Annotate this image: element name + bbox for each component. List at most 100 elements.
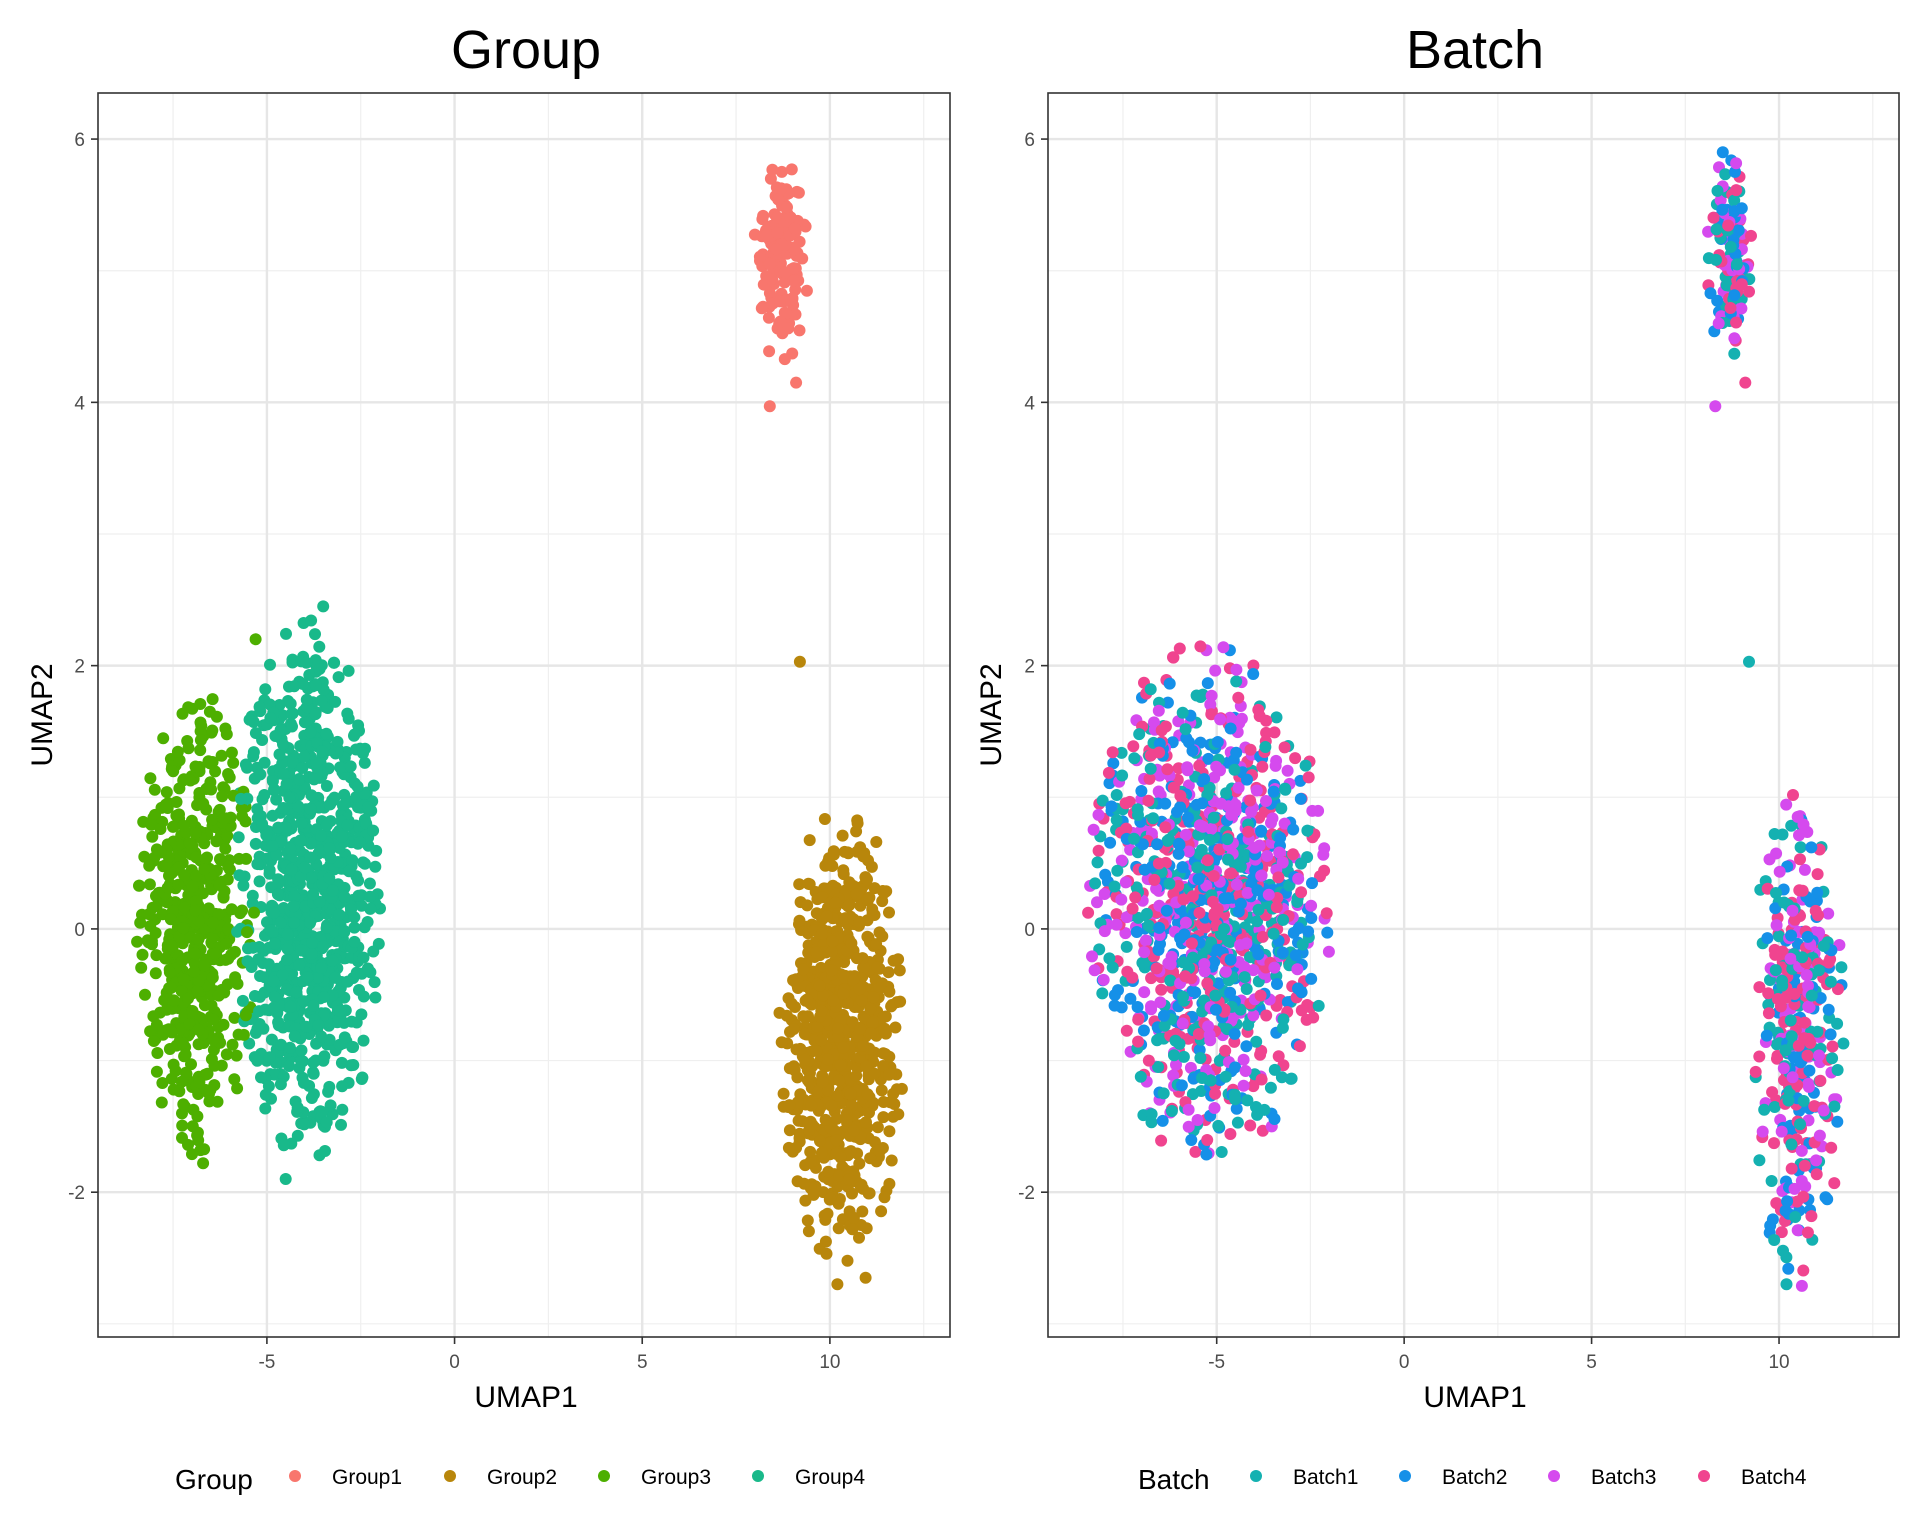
- data-point: [1150, 882, 1163, 895]
- data-point: [1789, 1211, 1802, 1223]
- data-point: [1133, 728, 1146, 741]
- data-point: [1794, 841, 1807, 854]
- data-point: [766, 163, 779, 176]
- data-point: [258, 756, 271, 769]
- data-point: [1287, 926, 1300, 939]
- data-point: [1797, 1264, 1810, 1277]
- data-point: [169, 1064, 182, 1077]
- data-point: [286, 656, 299, 669]
- data-point: [1255, 1073, 1268, 1086]
- data-point: [352, 874, 365, 887]
- data-point: [831, 1089, 844, 1102]
- data-point: [1203, 781, 1216, 794]
- data-point: [1256, 760, 1269, 773]
- data-point: [332, 671, 345, 684]
- data-point: [367, 945, 380, 958]
- data-point: [1143, 772, 1156, 785]
- data-point: [207, 1013, 220, 1026]
- data-point: [1232, 691, 1245, 704]
- data-point: [352, 889, 365, 902]
- data-point: [286, 720, 298, 733]
- data-point: [1780, 1278, 1793, 1291]
- data-point: [1115, 854, 1128, 867]
- data-point: [231, 925, 244, 938]
- x-tick-label: -5: [1208, 1352, 1225, 1373]
- plot-area: -5 0 5 10 -2 0 2 4 6: [1018, 92, 1900, 1373]
- data-point: [1302, 925, 1315, 938]
- data-point: [239, 1009, 252, 1022]
- data-point: [1813, 926, 1826, 939]
- data-point: [308, 773, 321, 786]
- data-point: [1120, 1024, 1133, 1037]
- data-point: [324, 1099, 337, 1112]
- data-point: [1110, 918, 1123, 931]
- data-point: [146, 830, 159, 843]
- data-point: [176, 1119, 189, 1132]
- data-point: [1276, 946, 1289, 959]
- data-point: [316, 745, 329, 758]
- data-point: [1292, 982, 1304, 995]
- data-point: [194, 744, 207, 757]
- data-point: [1710, 253, 1722, 266]
- data-point: [1164, 974, 1177, 987]
- data-point: [167, 1083, 180, 1096]
- data-point: [875, 1084, 888, 1097]
- data-point: [866, 1016, 879, 1029]
- data-point: [1119, 797, 1132, 810]
- data-point: [197, 797, 210, 810]
- panel-title: Group: [451, 20, 601, 80]
- data-point: [1159, 797, 1172, 810]
- legend-label: Group4: [795, 1466, 865, 1489]
- data-point: [361, 916, 374, 928]
- data-point: [1707, 211, 1720, 224]
- data-point: [793, 324, 806, 337]
- data-point: [189, 827, 202, 840]
- data-point: [171, 745, 184, 758]
- data-point: [295, 944, 308, 957]
- data-point: [1785, 929, 1798, 942]
- data-point: [883, 1068, 895, 1081]
- data-point: [822, 1053, 834, 1066]
- data-point: [1136, 838, 1149, 851]
- data-point: [1770, 887, 1782, 899]
- data-point: [1182, 845, 1195, 858]
- data-point: [133, 879, 146, 892]
- data-point: [1766, 1086, 1779, 1099]
- data-point: [860, 1116, 872, 1129]
- data-point: [305, 1092, 318, 1104]
- data-point: [220, 1048, 233, 1061]
- data-point: [306, 936, 319, 949]
- data-point: [143, 908, 156, 921]
- data-point: [1147, 812, 1160, 825]
- data-point: [225, 948, 238, 961]
- data-point: [1302, 771, 1315, 784]
- data-point: [313, 640, 326, 653]
- data-point: [317, 991, 330, 1003]
- legend: Group1 Group2 Group3 Group4: [289, 1466, 865, 1489]
- data-point: [300, 1020, 313, 1033]
- data-point: [346, 854, 359, 867]
- data-point: [334, 1004, 347, 1017]
- data-point: [309, 708, 322, 721]
- data-point: [1110, 814, 1123, 826]
- legend-key: [444, 1470, 456, 1482]
- data-point: [358, 756, 371, 769]
- data-point: [860, 1222, 873, 1235]
- data-point: [793, 914, 806, 927]
- data-point: [206, 693, 219, 706]
- data-point: [184, 774, 197, 787]
- data-point: [875, 1205, 888, 1218]
- data-point: [1312, 999, 1325, 1012]
- data-point: [1176, 706, 1189, 719]
- data-point: [1273, 846, 1286, 859]
- data-point: [1182, 1120, 1195, 1133]
- data-point: [1222, 800, 1235, 813]
- data-point: [802, 1225, 815, 1238]
- data-point: [770, 243, 782, 256]
- data-point: [1176, 1017, 1189, 1030]
- data-point: [190, 895, 203, 907]
- data-point: [1179, 916, 1192, 929]
- data-point: [1785, 1138, 1798, 1151]
- data-point: [313, 663, 326, 675]
- data-point: [1292, 872, 1305, 885]
